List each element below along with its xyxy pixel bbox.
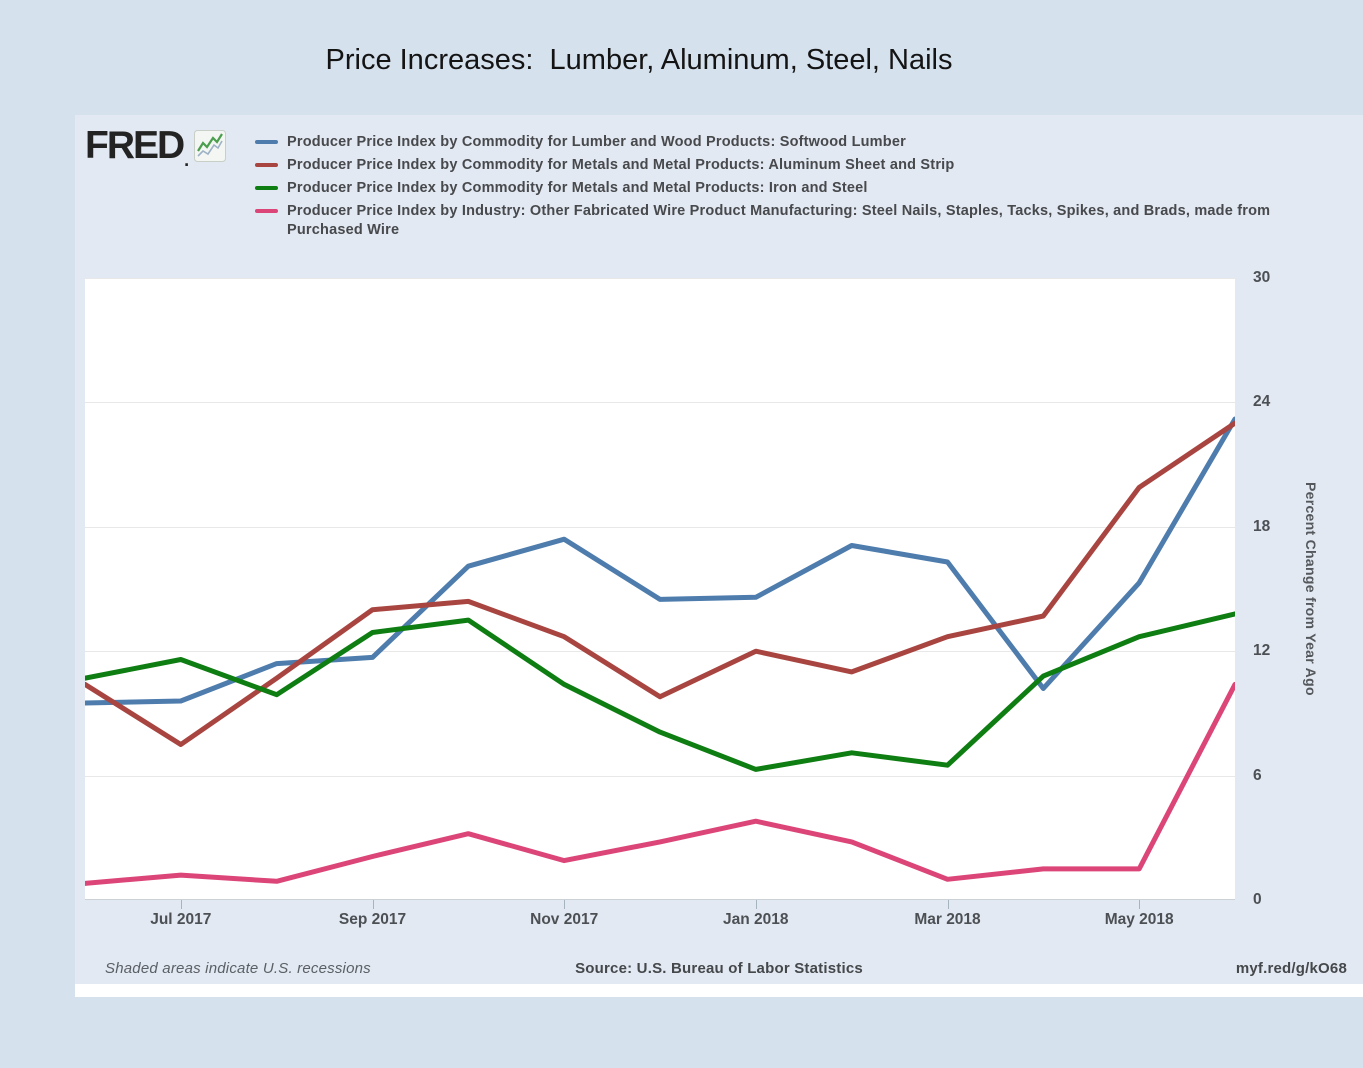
source-text: Source: U.S. Bureau of Labor Statistics <box>575 960 863 977</box>
x-tick-label: Mar 2018 <box>914 911 981 928</box>
legend-item: Producer Price Index by Industry: Other … <box>255 202 1297 239</box>
legend-item: Producer Price Index by Commodity for Me… <box>255 156 1297 175</box>
legend: Producer Price Index by Commodity for Lu… <box>255 133 1297 244</box>
x-tick-label: May 2018 <box>1104 911 1174 928</box>
y-tick-label: 0 <box>1253 891 1262 908</box>
fred-logo-text: FRED <box>85 124 185 167</box>
fred-logo[interactable]: FRED . <box>85 124 227 170</box>
legend-label-nails[interactable]: Producer Price Index by Industry: Other … <box>287 203 1271 238</box>
x-axis-labels: Jul 2017 Sep 2017 Nov 2017 Jan 2018 Mar 2018… <box>85 911 1235 935</box>
legend-item: Producer Price Index by Commodity for Lu… <box>255 133 1297 152</box>
x-tick-label: Sep 2017 <box>338 911 407 928</box>
recession-note: Shaded areas indicate U.S. recessions <box>105 960 371 977</box>
y-axis-title: Percent Change from Year Ago <box>1303 482 1319 696</box>
legend-swatch-nails <box>255 209 278 214</box>
y-tick-label: 24 <box>1253 393 1271 411</box>
y-tick-label: 18 <box>1253 517 1271 535</box>
y-tick-label: 12 <box>1253 642 1271 660</box>
legend-swatch-aluminum <box>255 163 278 168</box>
fred-chart-widget: FRED . Producer Price Index by Commodity… <box>75 115 1363 997</box>
y-tick-label: 30 <box>1253 269 1271 286</box>
line-chart-plot[interactable] <box>85 278 1235 912</box>
y-tick-label: 6 <box>1253 766 1262 784</box>
fred-short-link[interactable]: myf.red/g/kO68 <box>1235 960 1347 977</box>
legend-swatch-iron-steel <box>255 186 278 191</box>
legend-item: Producer Price Index by Commodity for Me… <box>255 179 1297 198</box>
x-tick-label: Jan 2018 <box>723 911 789 928</box>
x-tick-label: Nov 2017 <box>530 911 599 928</box>
fred-logo-mark: . <box>184 150 190 170</box>
legend-label-aluminum[interactable]: Producer Price Index by Commodity for Me… <box>287 157 955 174</box>
legend-label-lumber[interactable]: Producer Price Index by Commodity for Lu… <box>287 134 906 150</box>
page-title: Price Increases: Lumber, Aluminum, Steel… <box>325 44 953 76</box>
x-tick-label: Jul 2017 <box>150 911 212 928</box>
bottom-strip <box>75 984 1363 997</box>
fred-sparkline-icon <box>194 130 227 162</box>
legend-label-iron-steel[interactable]: Producer Price Index by Commodity for Me… <box>287 180 868 197</box>
legend-swatch-lumber <box>255 140 278 144</box>
